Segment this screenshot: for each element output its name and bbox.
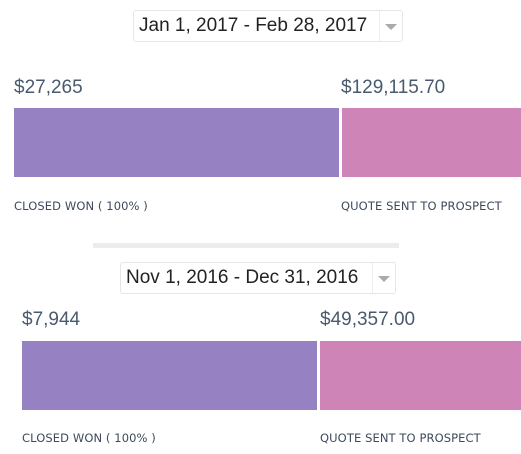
separator: [93, 243, 399, 248]
dropdown-caret[interactable]: [379, 11, 402, 41]
amount: $27,265: [14, 77, 83, 98]
amount: $49,357.00: [320, 309, 416, 330]
date-select[interactable]: Jan 1, 2017 - Feb 28, 2017: [133, 10, 403, 42]
amount: $129,115.70: [341, 77, 446, 98]
amount: $7,944: [22, 309, 81, 330]
date-select[interactable]: Nov 1, 2016 - Dec 31, 2016: [120, 262, 396, 294]
stage-label: CLOSED WON ( 100% ): [22, 431, 156, 445]
date-range: Nov 1, 2016 - Dec 31, 2016: [126, 267, 359, 288]
date-range: Jan 1, 2017 - Feb 28, 2017: [139, 15, 368, 36]
stage-label: QUOTE SENT TO PROSPECT: [341, 199, 502, 213]
dropdown-caret[interactable]: [372, 263, 395, 293]
stage-bar[interactable]: [320, 341, 521, 410]
stage-bar[interactable]: [22, 341, 317, 410]
stage-bar[interactable]: [342, 108, 521, 177]
stage-label: QUOTE SENT TO PROSPECT: [320, 431, 481, 445]
stage-bar[interactable]: [14, 108, 339, 177]
stage-label: CLOSED WON ( 100% ): [14, 199, 148, 213]
